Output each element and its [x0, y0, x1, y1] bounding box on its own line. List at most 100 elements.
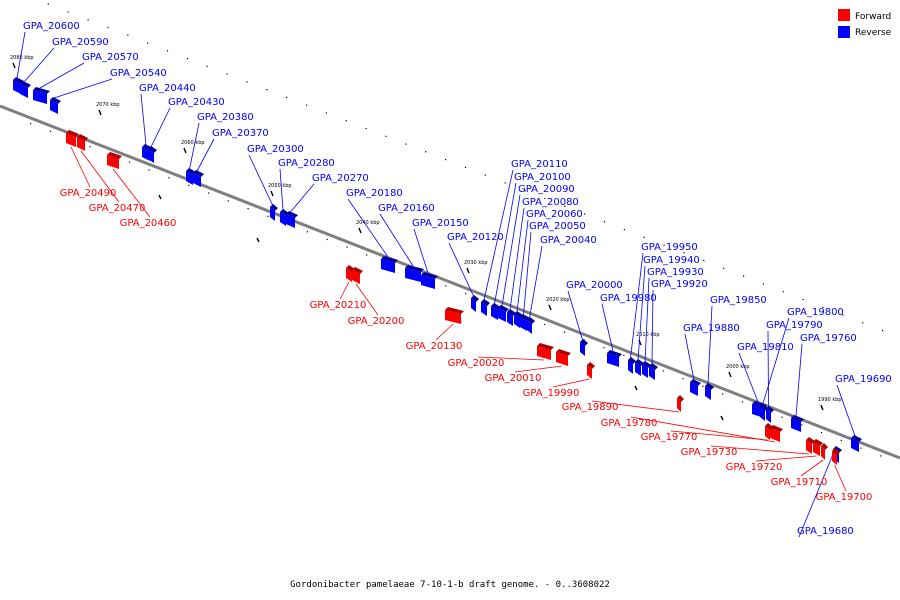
leader-line	[347, 198, 389, 258]
gene-block-top	[791, 415, 804, 422]
gene-block-face	[77, 137, 85, 151]
gene-label-gpa-20180: GPA_20180	[346, 188, 403, 199]
guide-dot	[880, 455, 882, 457]
gene-block-face	[66, 133, 76, 147]
gene-block-face	[520, 317, 527, 331]
gene-block-top	[193, 170, 204, 177]
leader-line	[16, 31, 26, 79]
gene-block-top	[286, 211, 298, 218]
guide-dot	[445, 159, 447, 161]
guide-dot	[544, 197, 546, 200]
guide-dot	[47, 3, 49, 5]
gene-block-top	[33, 87, 50, 94]
guide-dot	[67, 11, 69, 13]
leader-line	[248, 154, 273, 206]
gene-block-top	[690, 379, 701, 386]
gene-label-gpa-20460: GPA_20460	[120, 218, 177, 229]
gene-gpa-20430	[148, 146, 157, 163]
gene-label-gpa-20040: GPA_20040	[540, 235, 597, 246]
minor-tick	[720, 415, 724, 421]
leader-line	[483, 169, 514, 301]
tick-mark	[728, 371, 732, 378]
guide-dot	[306, 231, 308, 233]
leader-line	[670, 430, 768, 441]
gene-label-gpa-20160: GPA_20160	[378, 203, 435, 214]
guide-dot	[465, 293, 467, 295]
gene-block-face	[471, 298, 476, 312]
leader-line	[630, 252, 644, 359]
minor-tick	[158, 194, 162, 200]
gene-label-gpa-19990: GPA_19990	[523, 388, 580, 399]
gene-block-face	[690, 382, 698, 396]
gene-gpa-19710	[821, 443, 828, 460]
leader-lines	[16, 31, 856, 538]
leader-line	[516, 219, 529, 313]
gene-gpa-19850	[705, 383, 714, 400]
guide-dot	[860, 447, 862, 449]
gene-block-top	[580, 339, 588, 346]
tick-mark	[12, 62, 16, 69]
guide-dot	[148, 169, 150, 171]
guide-dot	[87, 19, 89, 21]
leader-line	[53, 78, 113, 99]
guide-dot	[524, 190, 526, 192]
guide-dot	[326, 238, 328, 241]
guide-dot	[166, 50, 169, 52]
gene-gpa-19980	[607, 350, 622, 367]
guide-dot	[464, 166, 467, 168]
leader-line	[509, 207, 525, 311]
guide-dot	[206, 65, 208, 67]
gene-block-face	[286, 214, 295, 228]
gene-block-top	[107, 152, 122, 159]
gene-gpa-20120	[471, 295, 479, 312]
guide-dot	[346, 246, 348, 248]
leader-line	[523, 231, 532, 316]
gene-block-face	[642, 364, 648, 378]
leader-line	[767, 330, 769, 408]
gene-gpa-19940	[635, 359, 644, 376]
leader-line	[196, 138, 215, 172]
leader-line	[644, 277, 650, 363]
gene-gpa-20490	[66, 130, 79, 147]
leader-line	[630, 416, 776, 443]
gene-block-top	[148, 146, 157, 153]
gene-block-face	[556, 352, 568, 366]
leader-line	[651, 289, 654, 365]
gene-gpa-19920	[649, 363, 658, 380]
gene-gpa-20130	[445, 307, 464, 324]
gene-gpa-19720	[813, 439, 823, 456]
guide-dot	[723, 267, 725, 269]
gene-gpa-20470	[77, 134, 88, 151]
leader-line	[710, 445, 810, 455]
gene-block-top	[405, 265, 424, 272]
gene-block-face	[352, 270, 360, 284]
minor-tick	[634, 385, 638, 391]
gene-block-top	[832, 448, 840, 455]
gene-block-top	[445, 307, 464, 314]
guide-dot	[741, 401, 743, 403]
leader-line	[798, 446, 837, 538]
tick-marks: 2080 kbp 2070 kbp 2060 kbp 2050 kbp 2040 kbp…	[10, 55, 842, 421]
gene-block-top	[537, 343, 554, 350]
legend-reverse-swatch	[838, 26, 850, 38]
gene-block-top	[765, 423, 773, 430]
gene-block-top	[813, 439, 823, 446]
guide-dot	[127, 34, 129, 36]
gene-block-face	[821, 446, 825, 460]
guide-dot	[405, 143, 407, 145]
gene-label-gpa-20000: GPA_20000	[566, 280, 623, 291]
gene-label-gpa-19810: GPA_19810	[737, 342, 794, 353]
guide-dot	[246, 81, 248, 83]
tick-mark	[820, 404, 824, 411]
tick-label: 2020 kbp	[546, 297, 570, 303]
gene-label-gpa-20380: GPA_20380	[197, 112, 254, 123]
gene-block-face	[649, 366, 655, 380]
leader-line	[567, 290, 583, 341]
guide-dot	[820, 432, 823, 434]
gene-block-top	[77, 134, 88, 141]
guide-dot	[226, 73, 228, 75]
gene-block-top	[635, 359, 644, 366]
guide-dot	[107, 26, 109, 29]
guide-dot	[603, 347, 605, 349]
gene-gpa-20540	[50, 97, 61, 114]
